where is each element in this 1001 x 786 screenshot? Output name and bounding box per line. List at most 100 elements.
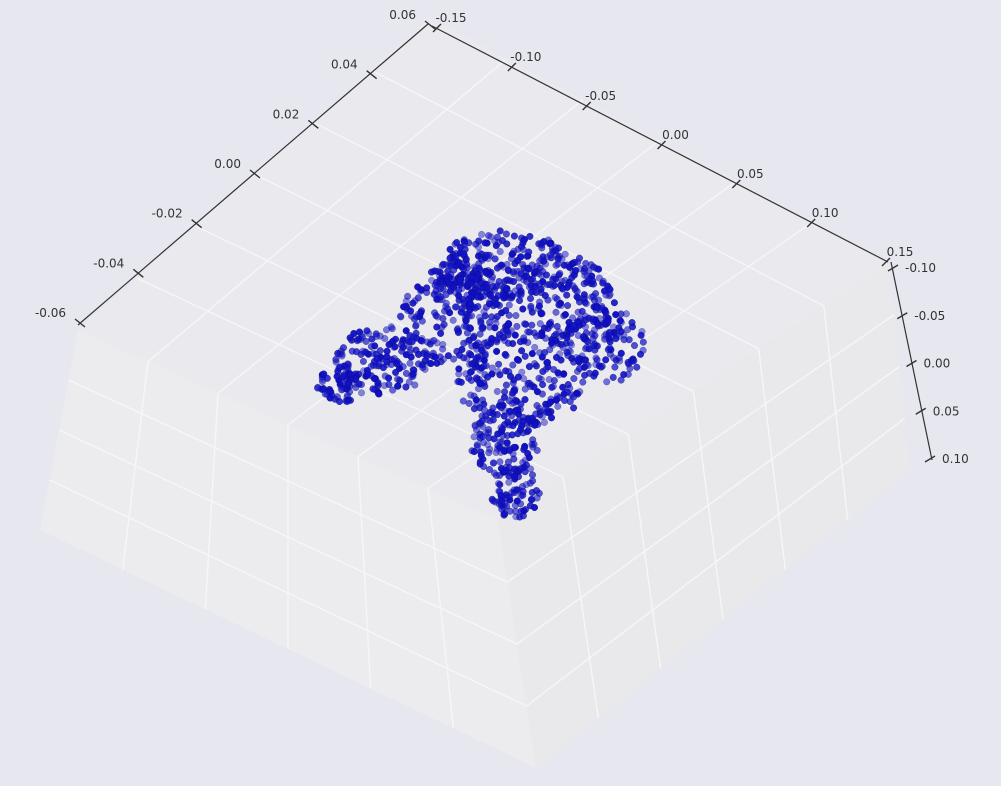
data-point [580,268,588,276]
data-point [463,264,471,272]
data-point [376,347,384,355]
data-point [509,379,517,387]
x-axis-tick-label: 0.10 [812,206,839,220]
data-point [325,388,333,396]
data-point [447,276,455,284]
data-point [574,258,582,266]
data-point [514,373,522,381]
z-axis-tick [915,407,927,415]
data-point [518,368,526,376]
data-point [498,425,506,433]
y-axis-tick [132,268,144,278]
data-point [418,317,426,325]
data-point [549,275,557,283]
data-point [546,320,554,328]
data-point [429,349,437,357]
data-point [439,345,447,353]
data-point [529,275,537,283]
data-point [489,497,497,505]
data-point [540,257,548,265]
data-point [517,507,525,515]
data-point [418,337,426,345]
data-point [612,335,620,343]
data-point [453,238,461,246]
data-point [529,443,537,451]
data-point [438,262,446,270]
data-point [594,320,602,328]
data-point [639,346,647,354]
data-point [476,313,484,321]
data-point [548,339,556,347]
data-point [486,409,494,417]
data-point [601,335,609,343]
data-point [495,480,503,488]
data-point [522,481,530,489]
data-point [484,441,492,449]
z-axis-tick [887,264,899,272]
data-point [520,334,528,342]
data-point [505,478,513,486]
z-axis-tick-label: -0.05 [914,309,945,323]
x-axis-tick-label: -0.15 [435,11,466,25]
data-point [485,232,493,240]
data-points [314,227,647,521]
data-point [489,283,497,291]
data-point [362,337,370,345]
data-point [470,405,478,413]
data-point [602,356,610,364]
data-point [340,344,348,352]
data-point [525,283,533,291]
data-point [511,501,519,509]
data-point [513,322,521,330]
data-point [513,486,521,494]
data-point [508,412,516,420]
data-point [438,323,446,331]
data-point [500,412,508,420]
data-point [467,391,475,399]
data-point [427,360,435,368]
data-point [525,363,533,371]
data-point [510,472,518,480]
data-point [456,276,464,284]
data-point [417,287,425,295]
data-point [440,355,448,363]
data-point [455,327,463,335]
data-point [367,343,375,351]
data-point [476,379,484,387]
data-point [402,383,410,391]
data-point [553,322,561,330]
data-point [560,370,568,378]
data-point [380,382,388,390]
data-point [539,381,547,389]
data-point [522,320,530,328]
data-point [523,252,531,260]
right-pane [498,263,910,768]
x-axis-tick [806,218,816,228]
data-point [579,333,587,341]
data-point [363,327,371,335]
data-point [482,268,490,276]
data-point [582,300,590,308]
data-point [465,374,473,382]
y-axis-tick [366,70,378,80]
data-point [576,365,584,373]
data-point [545,376,553,384]
data-point [519,487,527,495]
data-point [486,292,494,300]
data-point [411,381,419,389]
data-point [624,370,632,378]
data-point [428,276,436,284]
data-point [449,316,457,324]
data-point [556,270,564,278]
data-point [496,227,504,235]
data-point [509,268,517,276]
data-point [496,481,504,489]
data-point [352,384,360,392]
data-point [476,249,484,257]
data-point [521,235,529,243]
data-point [505,464,513,472]
data-point [589,293,597,301]
data-point [470,334,478,342]
data-point [535,302,543,310]
data-point [537,239,545,247]
